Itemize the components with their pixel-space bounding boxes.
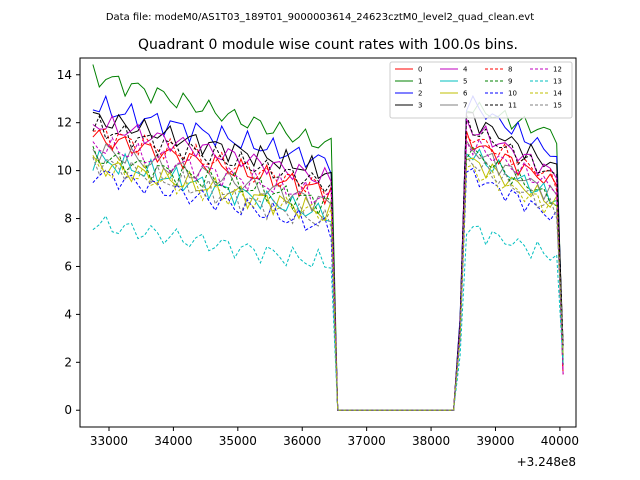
series-line-6 <box>92 156 564 411</box>
legend-box <box>389 61 573 119</box>
series-line-5 <box>92 148 564 411</box>
legend-label: 14 <box>553 90 562 98</box>
plot-frame <box>79 57 577 428</box>
series-line-14 <box>92 154 564 411</box>
x-axis: 33000 34000 35000 36000 37000 38000 39000 40000 <box>90 427 579 448</box>
series-line-12 <box>92 136 564 411</box>
x-tick-label: 34000 <box>154 434 192 448</box>
legend-label: 15 <box>553 102 562 110</box>
chart-suptitle: Data file: modeM0/AS1T03_189T01_90000036… <box>106 12 534 23</box>
x-tick-label: 35000 <box>219 434 257 448</box>
x-tick-label: 38000 <box>412 434 450 448</box>
x-tick-label: 36000 <box>283 434 321 448</box>
y-tick-label: 8 <box>64 212 72 226</box>
legend-label: 9 <box>508 78 512 86</box>
legend-label: 8 <box>508 66 512 74</box>
x-tick-label: 33000 <box>90 434 128 448</box>
y-tick-label: 14 <box>57 68 72 82</box>
legend-label: 12 <box>553 66 562 74</box>
plot-area <box>92 64 564 411</box>
legend-label: 0 <box>418 66 422 74</box>
legend-label: 10 <box>508 90 517 98</box>
y-axis: 0 2 4 6 8 10 12 14 <box>57 68 80 417</box>
legend-label: 6 <box>463 90 468 98</box>
y-tick-label: 10 <box>57 164 72 178</box>
y-tick-label: 2 <box>64 355 72 369</box>
series-line-10 <box>92 167 564 411</box>
y-tick-label: 4 <box>64 307 72 321</box>
y-tick-label: 6 <box>64 259 72 273</box>
legend-label: 11 <box>508 102 517 110</box>
series-line-13 <box>92 214 564 411</box>
series-line-2 <box>92 94 564 411</box>
series-line-3 <box>92 111 564 411</box>
x-tick-label: 40000 <box>541 434 579 448</box>
series-line-7 <box>92 139 564 411</box>
legend-label: 13 <box>553 78 562 86</box>
series-line-11 <box>92 114 564 411</box>
y-tick-label: 12 <box>57 116 72 130</box>
series-line-4 <box>92 114 564 411</box>
chart-title: Quadrant 0 module wise count rates with … <box>138 37 518 53</box>
y-tick-label: 0 <box>64 403 72 417</box>
series-line-8 <box>92 128 564 411</box>
legend-label: 7 <box>463 102 467 110</box>
x-offset-label: +3.248e8 <box>517 455 576 469</box>
legend-label: 4 <box>463 66 468 74</box>
x-tick-label: 39000 <box>476 434 514 448</box>
legend-label: 2 <box>418 90 422 98</box>
series-line-15 <box>92 154 564 411</box>
legend-label: 1 <box>418 78 422 86</box>
legend-label: 5 <box>463 78 467 86</box>
legend-label: 3 <box>418 102 422 110</box>
x-tick-label: 37000 <box>348 434 386 448</box>
series-line-9 <box>92 146 564 411</box>
